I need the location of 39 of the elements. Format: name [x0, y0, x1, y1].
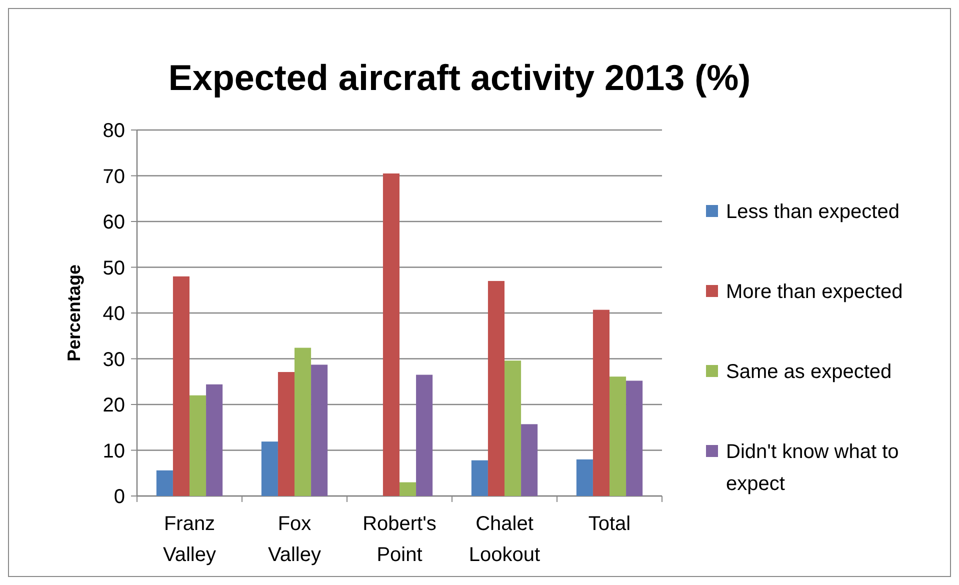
- x-tick-label: Fox Valley: [268, 513, 321, 566]
- y-tick-label: 30: [102, 348, 125, 371]
- bar: [610, 376, 626, 496]
- y-tick-label: 60: [102, 212, 125, 234]
- y-tick-label: 20: [102, 394, 125, 416]
- bar: [382, 173, 400, 496]
- bar: [294, 348, 312, 496]
- bar: [471, 460, 488, 496]
- bar: [400, 482, 416, 496]
- bar: [521, 424, 538, 496]
- y-tick-label: 0: [114, 486, 125, 508]
- y-tick-label: 40: [102, 303, 125, 325]
- chart-title: Expected aircraft activity 2013 (%): [168, 57, 751, 98]
- bar: [626, 380, 643, 496]
- bar: [576, 459, 593, 496]
- x-tick-label: Total: [588, 513, 631, 535]
- x-tick-label: Franz Valley: [163, 513, 216, 566]
- y-tick-label: 50: [102, 257, 125, 280]
- x-tick-label: Chalet Lookout: [468, 513, 541, 566]
- y-tick-label: 70: [102, 166, 125, 188]
- bar: [261, 442, 278, 496]
- bar: [190, 395, 206, 496]
- legend-label: More than expected: [726, 281, 903, 303]
- y-tick-label: 10: [102, 440, 125, 462]
- bar: [504, 360, 522, 496]
- bar: [416, 374, 433, 496]
- bar: [278, 372, 294, 496]
- bar: [592, 310, 610, 496]
- legend-label: Same as expected: [726, 361, 892, 383]
- y-axis-title: Percentage: [64, 264, 84, 362]
- x-tick-label: Robert's Point: [362, 513, 436, 566]
- legend-label: Less than expected: [726, 201, 900, 223]
- bar: [156, 470, 173, 496]
- bar: [172, 276, 190, 496]
- bar: [488, 280, 504, 496]
- y-tick-label: 80: [102, 120, 125, 142]
- legend-label: Didn't know what to expect: [726, 441, 899, 495]
- bar: [206, 384, 223, 496]
- bar: [311, 364, 328, 496]
